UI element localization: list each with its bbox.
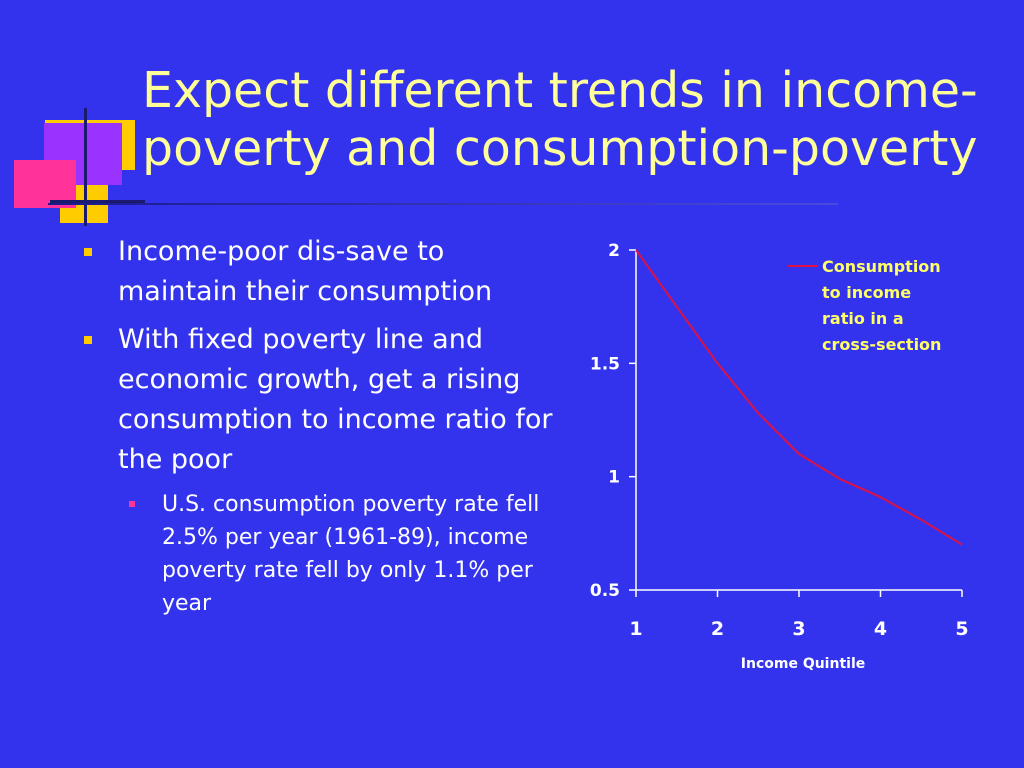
slide-title: Expect different trends in income-povert… [142, 62, 978, 177]
bullet-item: With fixed poverty line and economic gro… [78, 320, 558, 480]
sub-bullet-square-icon [129, 501, 135, 507]
y-tick-label: 1 [608, 468, 620, 488]
legend-label: cross-section [822, 335, 941, 354]
title-divider [48, 203, 838, 205]
legend-label: Consumption [822, 257, 941, 276]
y-tick-label: 2 [608, 241, 620, 261]
bullet-text: Income-poor dis-save to maintain their c… [118, 236, 493, 307]
y-tick-label: 1.5 [590, 354, 620, 374]
sub-bullet-text: U.S. consumption poverty rate fell 2.5% … [162, 492, 540, 616]
bullet-text: With fixed poverty line and economic gro… [118, 324, 553, 475]
bullet-item: Income-poor dis-save to maintain their c… [78, 232, 558, 312]
line-chart: 0.5 1 1.5 2 1 2 3 4 5 Income Quintile Consumption t… [590, 241, 969, 672]
bullet-square-icon [84, 248, 92, 256]
bullet-list: Income-poor dis-save to maintain their c… [78, 232, 558, 620]
x-tick-label: 1 [629, 618, 642, 640]
x-tick-label: 2 [711, 618, 724, 640]
legend-label: to income [822, 283, 911, 302]
x-tick-label: 4 [874, 618, 887, 640]
y-tick-label: 0.5 [590, 581, 620, 601]
legend-label: ratio in a [822, 309, 904, 328]
x-tick-label: 3 [792, 618, 805, 640]
x-tick-label: 5 [955, 618, 968, 640]
bullet-square-icon [84, 336, 92, 344]
sub-bullet-item: U.S. consumption poverty rate fell 2.5% … [78, 488, 558, 620]
x-axis-label: Income Quintile [741, 656, 865, 672]
decorative-squares [14, 108, 145, 226]
series-line [635, 249, 963, 546]
